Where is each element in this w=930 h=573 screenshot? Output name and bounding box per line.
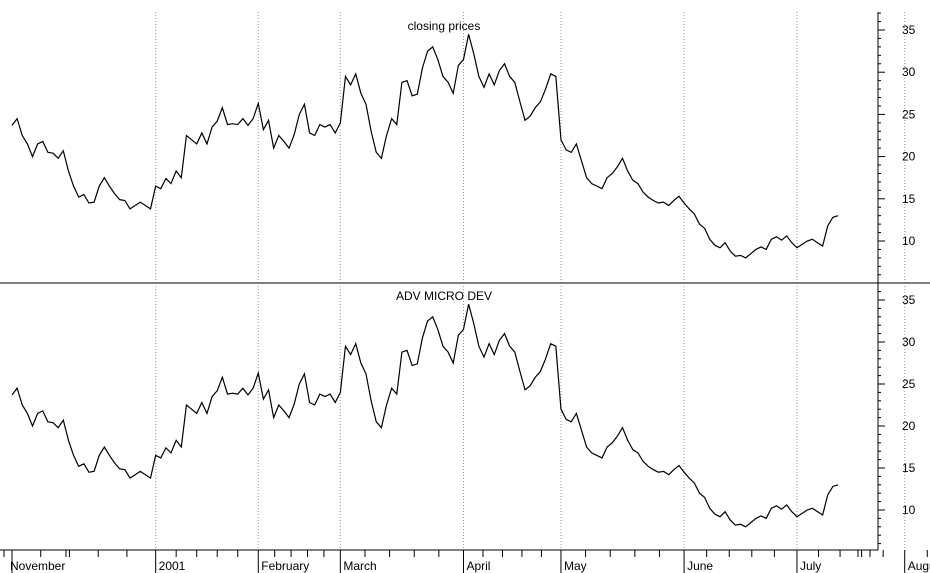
- bottom-y-axis: 10 15 20 25 30 35: [878, 291, 916, 545]
- x-axis: November 2001 February March April May June Jul…: [3, 550, 930, 573]
- month-label: July: [800, 559, 821, 573]
- top-panel-title: closing prices: [408, 19, 481, 33]
- y-tick-label: 20: [902, 150, 916, 164]
- y-tick-label: 20: [902, 419, 916, 433]
- y-tick-label: 30: [902, 335, 916, 349]
- month-label: May: [564, 559, 587, 573]
- top-price-line: [11, 34, 839, 259]
- month-label: June: [687, 559, 713, 573]
- top-y-axis: 10 15 20 25 30 35: [878, 12, 916, 276]
- y-tick-label: 35: [902, 293, 916, 307]
- month-label: February: [261, 559, 309, 573]
- month-label: April: [466, 559, 490, 573]
- y-tick-label: 30: [902, 65, 916, 79]
- month-label: March: [343, 559, 376, 573]
- y-tick-label: 35: [902, 23, 916, 37]
- month-label: November: [10, 559, 65, 573]
- y-tick-label: 15: [902, 461, 916, 475]
- month-label: August: [908, 559, 930, 573]
- bottom-panel-title: ADV MICRO DEV: [396, 289, 492, 303]
- bottom-price-line: [11, 304, 839, 528]
- month-label: 2001: [159, 559, 186, 573]
- bottom-panel: ADV MICRO DEV 10 15 20 25 30 35: [11, 286, 916, 548]
- y-tick-label: 25: [902, 377, 916, 391]
- y-tick-label: 10: [902, 234, 916, 248]
- y-tick-label: 15: [902, 192, 916, 206]
- top-panel: closing prices 10 15 20 25 30 35: [11, 12, 916, 280]
- y-tick-label: 10: [902, 503, 916, 517]
- y-tick-label: 25: [902, 107, 916, 121]
